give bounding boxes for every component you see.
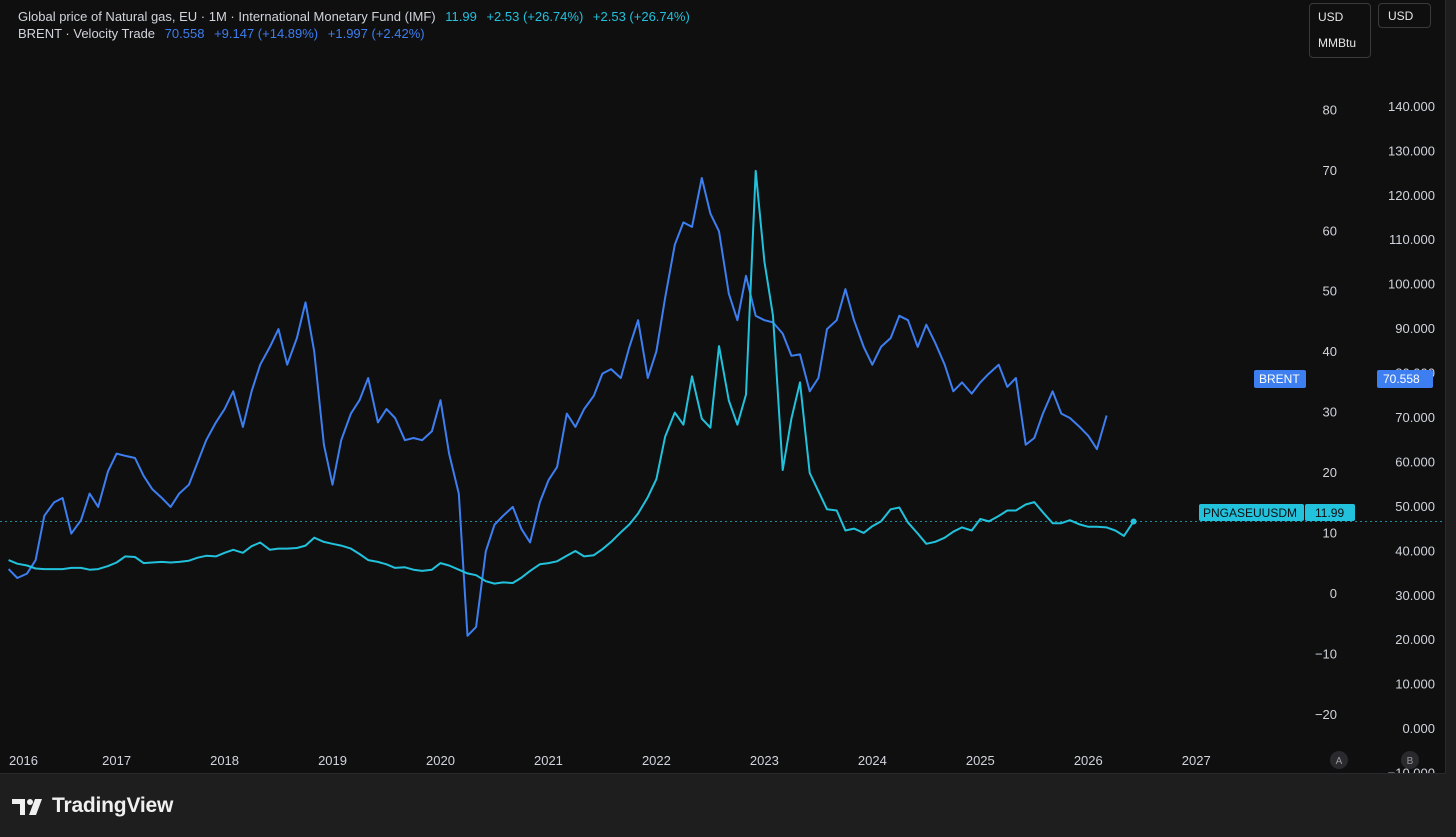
x-axis: 2016 2017 2018 2019 2020 2021 2022 2023 2024 2025…	[9, 753, 1211, 768]
x-tick-label: 2024	[858, 753, 887, 768]
left-axis-unit-selector[interactable]: USD MMBtu	[1309, 3, 1371, 58]
gas-series-line[interactable]	[8, 169, 1135, 585]
right-tick-label: 60.000	[1395, 454, 1435, 469]
tradingview-logo-icon	[12, 799, 42, 815]
right-tick-label: 140.000	[1388, 99, 1435, 114]
left-tick-label: 30	[1323, 405, 1337, 420]
scale-button-b[interactable]: B	[1401, 751, 1419, 769]
brent-price-label: 70.558	[1383, 372, 1420, 386]
x-tick-label: 2026	[1074, 753, 1103, 768]
legend-gas-change-2: +2.53 (+26.74%)	[592, 9, 690, 24]
x-tick-label: 2016	[9, 753, 38, 768]
left-tick-label: 50	[1323, 284, 1337, 299]
left-tick-label: 20	[1323, 465, 1337, 480]
x-tick-label: 2019	[318, 753, 347, 768]
legend-brent-value: 70.558	[164, 26, 205, 41]
brent-series-line[interactable]	[7, 177, 1108, 637]
left-tick-label: 70	[1323, 163, 1337, 178]
legend-row-gas[interactable]: Global price of Natural gas, EU · 1M · I…	[18, 8, 696, 25]
chart-panel[interactable]	[0, 0, 1446, 774]
right-tick-label: 30.000	[1395, 588, 1435, 603]
x-tick-label: 2021	[534, 753, 563, 768]
left-tick-label: −20	[1315, 707, 1337, 722]
left-tick-label: 0	[1330, 586, 1337, 601]
legend-brent-change-2: +1.997 (+2.42%)	[327, 26, 425, 41]
scale-button-b-label: B	[1407, 756, 1414, 767]
brent-tag: BRENT	[1254, 370, 1306, 388]
left-price-axis[interactable]: 80 70 60 50 40 30 20 10 0 −10 −20	[1315, 102, 1337, 721]
left-tick-label: 40	[1323, 344, 1337, 359]
right-tick-label: 120.000	[1388, 188, 1435, 203]
footer-bar	[0, 774, 1456, 837]
right-tick-label: −10.000	[1388, 766, 1435, 773]
tradingview-logo[interactable]: TradingView	[12, 794, 173, 818]
left-tick-label: −10	[1315, 646, 1337, 661]
gas-last-point	[1130, 518, 1137, 525]
right-price-axis[interactable]: 140.000 130.000 120.000 110.000 100.000 90.00…	[1388, 99, 1435, 773]
right-tick-label: 100.000	[1388, 277, 1435, 292]
x-tick-label: 2018	[210, 753, 239, 768]
right-tick-label: 50.000	[1395, 499, 1435, 514]
right-tick-label: 130.000	[1388, 143, 1435, 158]
x-tick-label: 2023	[750, 753, 779, 768]
right-tick-label: 10.000	[1395, 677, 1435, 692]
legend-gas-value: 11.99	[445, 9, 477, 24]
x-tick-label: 2025	[966, 753, 995, 768]
legend-row-brent[interactable]: BRENT · Velocity Trade 70.558 +9.147 (+1…	[18, 25, 696, 42]
scale-button-a-label: A	[1336, 756, 1343, 767]
right-axis-currency-selector[interactable]: USD	[1378, 3, 1431, 28]
tradingview-wordmark: TradingView	[52, 794, 174, 817]
brent-tag-label: BRENT	[1259, 372, 1300, 386]
left-tick-label: 60	[1323, 223, 1337, 238]
x-tick-label: 2022	[642, 753, 671, 768]
legend-gas-change: +2.53 (+26.74%)	[486, 9, 584, 24]
chart-legend: Global price of Natural gas, EU · 1M · I…	[18, 8, 696, 42]
right-tick-label: 70.000	[1395, 410, 1435, 425]
brent-price-tag: 70.558	[1377, 370, 1433, 388]
legend-brent-name: BRENT · Velocity Trade	[18, 26, 156, 41]
x-tick-label: 2027	[1182, 753, 1211, 768]
gas-tag-label: PNGASEUUSDM	[1203, 506, 1297, 520]
gas-price-tag: 11.99	[1305, 504, 1355, 521]
x-tick-label: 2020	[426, 753, 455, 768]
gas-price-label: 11.99	[1315, 506, 1344, 520]
right-tick-label: 0.000	[1402, 721, 1435, 736]
gas-tag: PNGASEUUSDM	[1199, 504, 1304, 521]
right-tick-label: 20.000	[1395, 632, 1435, 647]
left-unit-label: MMBtu	[1318, 36, 1357, 50]
right-tick-label: 110.000	[1389, 232, 1435, 247]
left-currency-label: USD	[1318, 10, 1344, 24]
right-tick-label: 40.000	[1395, 543, 1435, 558]
chart-plot[interactable]: 2016 2017 2018 2019 2020 2021 2022 2023 2024 2025…	[0, 0, 1456, 773]
x-tick-label: 2017	[102, 753, 131, 768]
legend-brent-change: +9.147 (+14.89%)	[214, 26, 319, 41]
right-tick-label: 90.000	[1395, 321, 1435, 336]
legend-gas-name: Global price of Natural gas, EU · 1M · I…	[18, 9, 436, 24]
scale-button-a[interactable]: A	[1330, 751, 1348, 769]
left-tick-label: 10	[1323, 525, 1337, 540]
left-tick-label: 80	[1323, 102, 1337, 117]
right-currency-label: USD	[1388, 9, 1414, 23]
